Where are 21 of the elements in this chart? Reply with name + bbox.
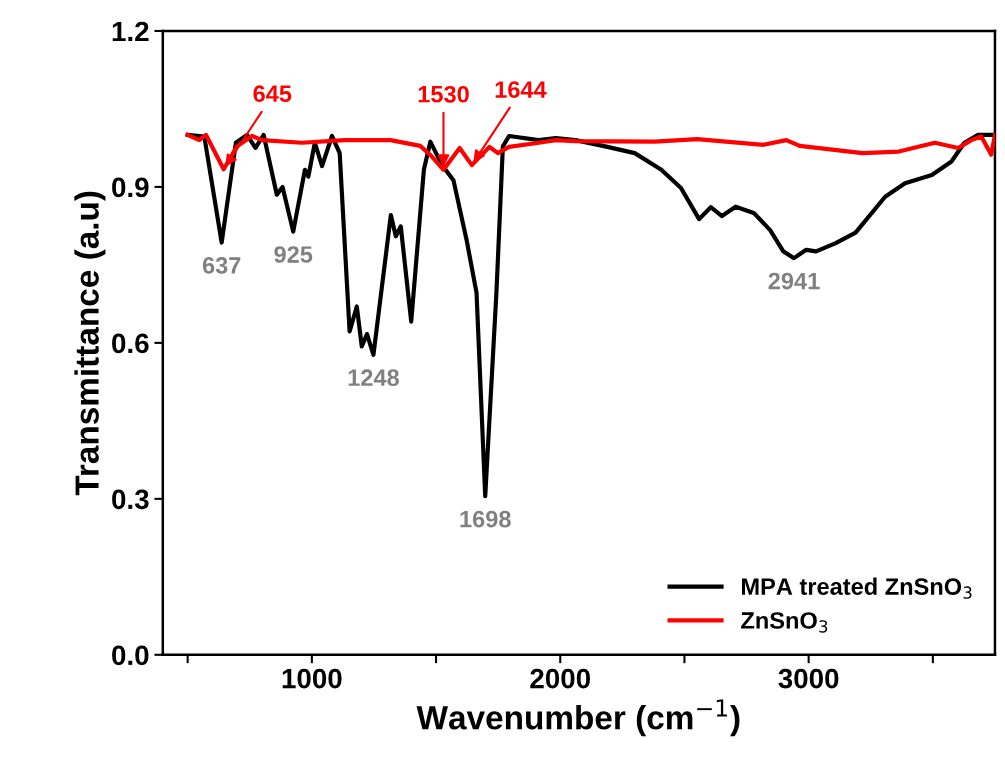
legend-label: MPA treated ZnSnO$_{3}$ bbox=[742, 577, 972, 599]
annotation: 1698 bbox=[460, 510, 511, 528]
y-tick-label: 0.0 bbox=[112, 645, 149, 666]
y-tick-label: 0.3 bbox=[112, 489, 149, 510]
annotation: 1530 bbox=[418, 85, 469, 103]
annotation: 1248 bbox=[348, 369, 399, 387]
x-tick-label: 3000 bbox=[778, 668, 839, 689]
annotation: 1644 bbox=[495, 81, 547, 98]
x-tick-label: 2000 bbox=[530, 668, 591, 689]
annotation: 925 bbox=[274, 246, 313, 263]
annotation: 2941 bbox=[768, 272, 820, 290]
y-axis-title: Transmittance (a.u) bbox=[74, 191, 106, 496]
x-axis-title: Wavenumber (cm$^{−1}$) bbox=[416, 699, 740, 737]
line-series bbox=[185, 132, 995, 499]
annotation: 637 bbox=[202, 257, 241, 274]
annotation: 645 bbox=[253, 85, 292, 103]
x-tick-label: 1000 bbox=[282, 668, 342, 689]
y-tick-label: 0.9 bbox=[112, 177, 149, 198]
y-tick-label: 0.6 bbox=[112, 333, 149, 354]
legend-label: ZnSnO$_{3}$ bbox=[741, 612, 828, 633]
y-tick-label: 1.2 bbox=[112, 21, 149, 42]
